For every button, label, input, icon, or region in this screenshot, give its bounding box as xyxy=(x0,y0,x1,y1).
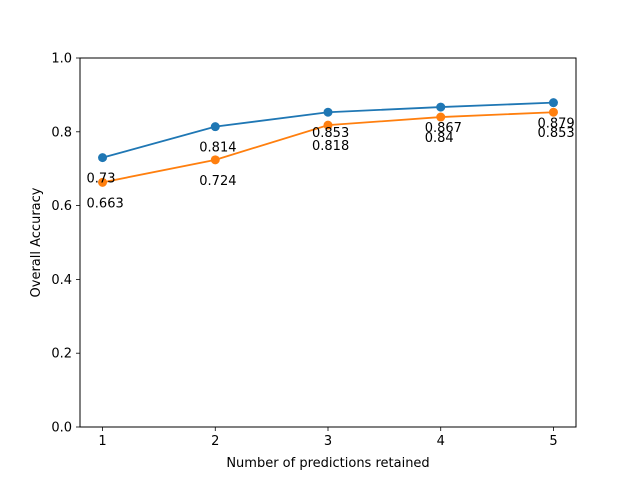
x-tick-label: 5 xyxy=(549,434,557,449)
y-tick-label: 0.4 xyxy=(51,273,72,288)
series-2-data-label: 0.724 xyxy=(199,174,236,189)
y-tick-label: 0.2 xyxy=(51,347,72,362)
series-1-point xyxy=(436,102,446,112)
x-tick-label: 3 xyxy=(324,434,332,449)
series-1-data-label: 0.879 xyxy=(537,117,574,132)
series-2-data-label: 0.853 xyxy=(537,126,574,141)
x-axis-label: Number of predictions retained xyxy=(226,456,429,471)
series-1-point xyxy=(98,153,108,163)
series-2-point xyxy=(98,177,108,187)
series-layer xyxy=(98,98,558,187)
series-1-data-label: 0.853 xyxy=(312,126,349,141)
series-1-point xyxy=(548,98,558,108)
x-tick-label: 2 xyxy=(211,434,219,449)
y-axis-label: Overall Accuracy xyxy=(29,187,44,297)
y-tick-label: 0.8 xyxy=(51,125,72,140)
series-1-data-label: 0.73 xyxy=(87,172,116,187)
series-2-data-label: 0.818 xyxy=(312,139,349,154)
series-2-point xyxy=(323,120,333,130)
x-tick-label: 1 xyxy=(98,434,106,449)
y-tick-label: 1.0 xyxy=(51,52,72,67)
x-tick-label: 4 xyxy=(437,434,445,449)
series-2-data-label: 0.84 xyxy=(425,131,454,146)
y-axis-ticks: 0.0 0.2 0.4 0.6 0.8 1.0 xyxy=(51,52,80,436)
y-tick-label: 0.0 xyxy=(51,421,72,436)
series-2-data-label: 0.663 xyxy=(87,196,124,211)
series-1-point xyxy=(210,122,220,132)
y-tick-label: 0.6 xyxy=(51,199,72,214)
series-1-data-label: 0.814 xyxy=(199,141,236,156)
series-1-point xyxy=(323,107,333,117)
series-2-point xyxy=(210,155,220,165)
x-axis-ticks: 1 2 3 4 5 xyxy=(98,427,558,449)
series-1-data-label: 0.867 xyxy=(425,121,462,136)
series-2-point xyxy=(548,107,558,117)
series-2-point xyxy=(436,112,446,122)
